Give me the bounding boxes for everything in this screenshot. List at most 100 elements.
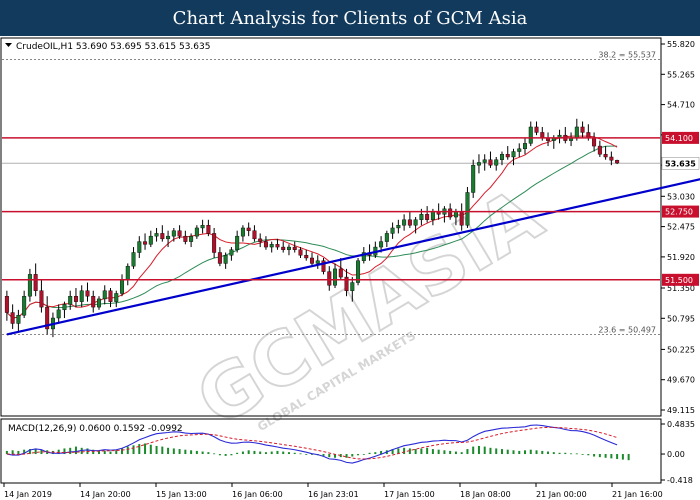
candle: [580, 121, 585, 138]
macd-histogram-bar: [178, 449, 181, 455]
candle-body: [143, 241, 148, 245]
x-tick-label: 14 Jan 20:00: [80, 490, 131, 499]
macd-histogram-bar: [282, 451, 285, 455]
candle: [212, 227, 217, 258]
candle: [154, 227, 159, 242]
macd-histogram-bar: [621, 454, 624, 460]
candle-body: [217, 252, 222, 264]
dropdown-arrow-icon[interactable]: [5, 43, 12, 47]
macd-histogram-bar: [380, 450, 383, 455]
symbol-header: CrudeOIL,H1 53.690 53.695 53.615 53.635: [16, 42, 210, 52]
y-tick-label: 50.225: [667, 345, 695, 354]
macd-histogram-bar: [311, 454, 313, 455]
candle: [310, 252, 314, 267]
y-tick-label: 52.475: [667, 223, 695, 232]
macd-histogram-bar: [276, 450, 279, 455]
x-tick-label: 18 Jan 08:00: [460, 490, 511, 499]
candle-body: [425, 214, 430, 220]
candle-body: [407, 219, 412, 226]
macd-panel-frame: [0, 418, 662, 484]
candle-body: [310, 257, 314, 264]
fibonacci-level-label: 23.6 = 50.497: [598, 326, 656, 335]
macd-line: [6, 424, 618, 464]
macd-histogram-bar: [547, 451, 550, 455]
candle-body: [39, 290, 44, 308]
macd-histogram-bar: [11, 450, 14, 455]
candle-body: [534, 126, 539, 133]
candle: [597, 140, 602, 157]
candle-body: [258, 238, 263, 242]
macd-histogram-bar: [345, 454, 348, 458]
candle: [482, 154, 487, 171]
macd-histogram-bar: [351, 454, 354, 457]
candle-body: [609, 156, 614, 161]
candle-body: [246, 227, 251, 231]
macd-histogram-bar: [207, 452, 210, 455]
macd-histogram-bar: [328, 454, 331, 458]
macd-histogram-bar: [57, 449, 60, 455]
macd-histogram-bar: [472, 446, 475, 455]
candle-body: [62, 304, 67, 311]
candle-body: [292, 246, 297, 250]
candle: [304, 249, 309, 261]
candle: [235, 230, 240, 253]
candle: [275, 238, 280, 250]
candle-body: [580, 126, 585, 133]
macd-histogram-bar: [23, 449, 26, 455]
candle: [344, 268, 349, 297]
candle-body: [344, 276, 349, 291]
macd-histogram-bar: [587, 454, 590, 456]
macd-histogram-bar: [259, 451, 262, 455]
candle: [166, 230, 171, 248]
candle-body: [212, 233, 217, 253]
x-tick-label: 21 Jan 16:00: [612, 490, 663, 499]
candle: [10, 304, 15, 329]
candle-body: [91, 295, 96, 308]
candle: [333, 263, 338, 288]
candle-body: [615, 160, 620, 164]
candle-body: [22, 295, 27, 316]
candle-body: [194, 227, 199, 237]
macd-histogram-bar: [149, 444, 152, 455]
macd-histogram-bar: [195, 450, 198, 455]
candle: [229, 247, 234, 261]
macd-histogram-bar: [535, 450, 538, 455]
level-price-label: 54.100: [665, 134, 693, 143]
macd-histogram-bar: [97, 450, 100, 455]
macd-histogram-bar: [253, 450, 256, 455]
macd-histogram-bar: [161, 446, 164, 455]
y-tick-label: 54.710: [667, 101, 695, 110]
candle-body: [160, 233, 165, 240]
macd-histogram-bar: [155, 445, 158, 455]
candle: [62, 301, 67, 319]
candle: [114, 290, 119, 308]
candle: [200, 219, 205, 234]
candle: [217, 247, 222, 267]
macd-histogram-bar: [500, 449, 503, 455]
candle: [615, 159, 620, 165]
macd-histogram-bar: [270, 451, 273, 455]
candle-body: [488, 159, 493, 166]
candle: [206, 219, 211, 237]
candle: [56, 304, 61, 324]
macd-tick-label: -0.418: [667, 476, 693, 485]
chart-banner: Chart Analysis for Clients of GCM Asia: [0, 0, 700, 36]
macd-histogram-bar: [414, 449, 417, 455]
candle-body: [85, 290, 90, 297]
macd-histogram-bar: [230, 454, 233, 456]
macd-histogram-bar: [552, 452, 555, 455]
candle-body: [476, 162, 481, 166]
moving-average-slow-line: [6, 145, 618, 319]
candle: [517, 143, 522, 157]
candle-body: [333, 268, 338, 286]
macd-histogram-bar: [28, 449, 31, 455]
candle: [350, 277, 355, 302]
candle: [471, 159, 476, 198]
x-tick-label: 17 Jan 15:00: [384, 490, 435, 499]
macd-histogram-bar: [512, 450, 515, 455]
macd-histogram-bar: [449, 450, 452, 455]
macd-histogram-bar: [80, 447, 83, 455]
macd-histogram-bar: [581, 454, 584, 455]
macd-histogram-bar: [593, 454, 596, 457]
candle-body: [304, 255, 309, 259]
